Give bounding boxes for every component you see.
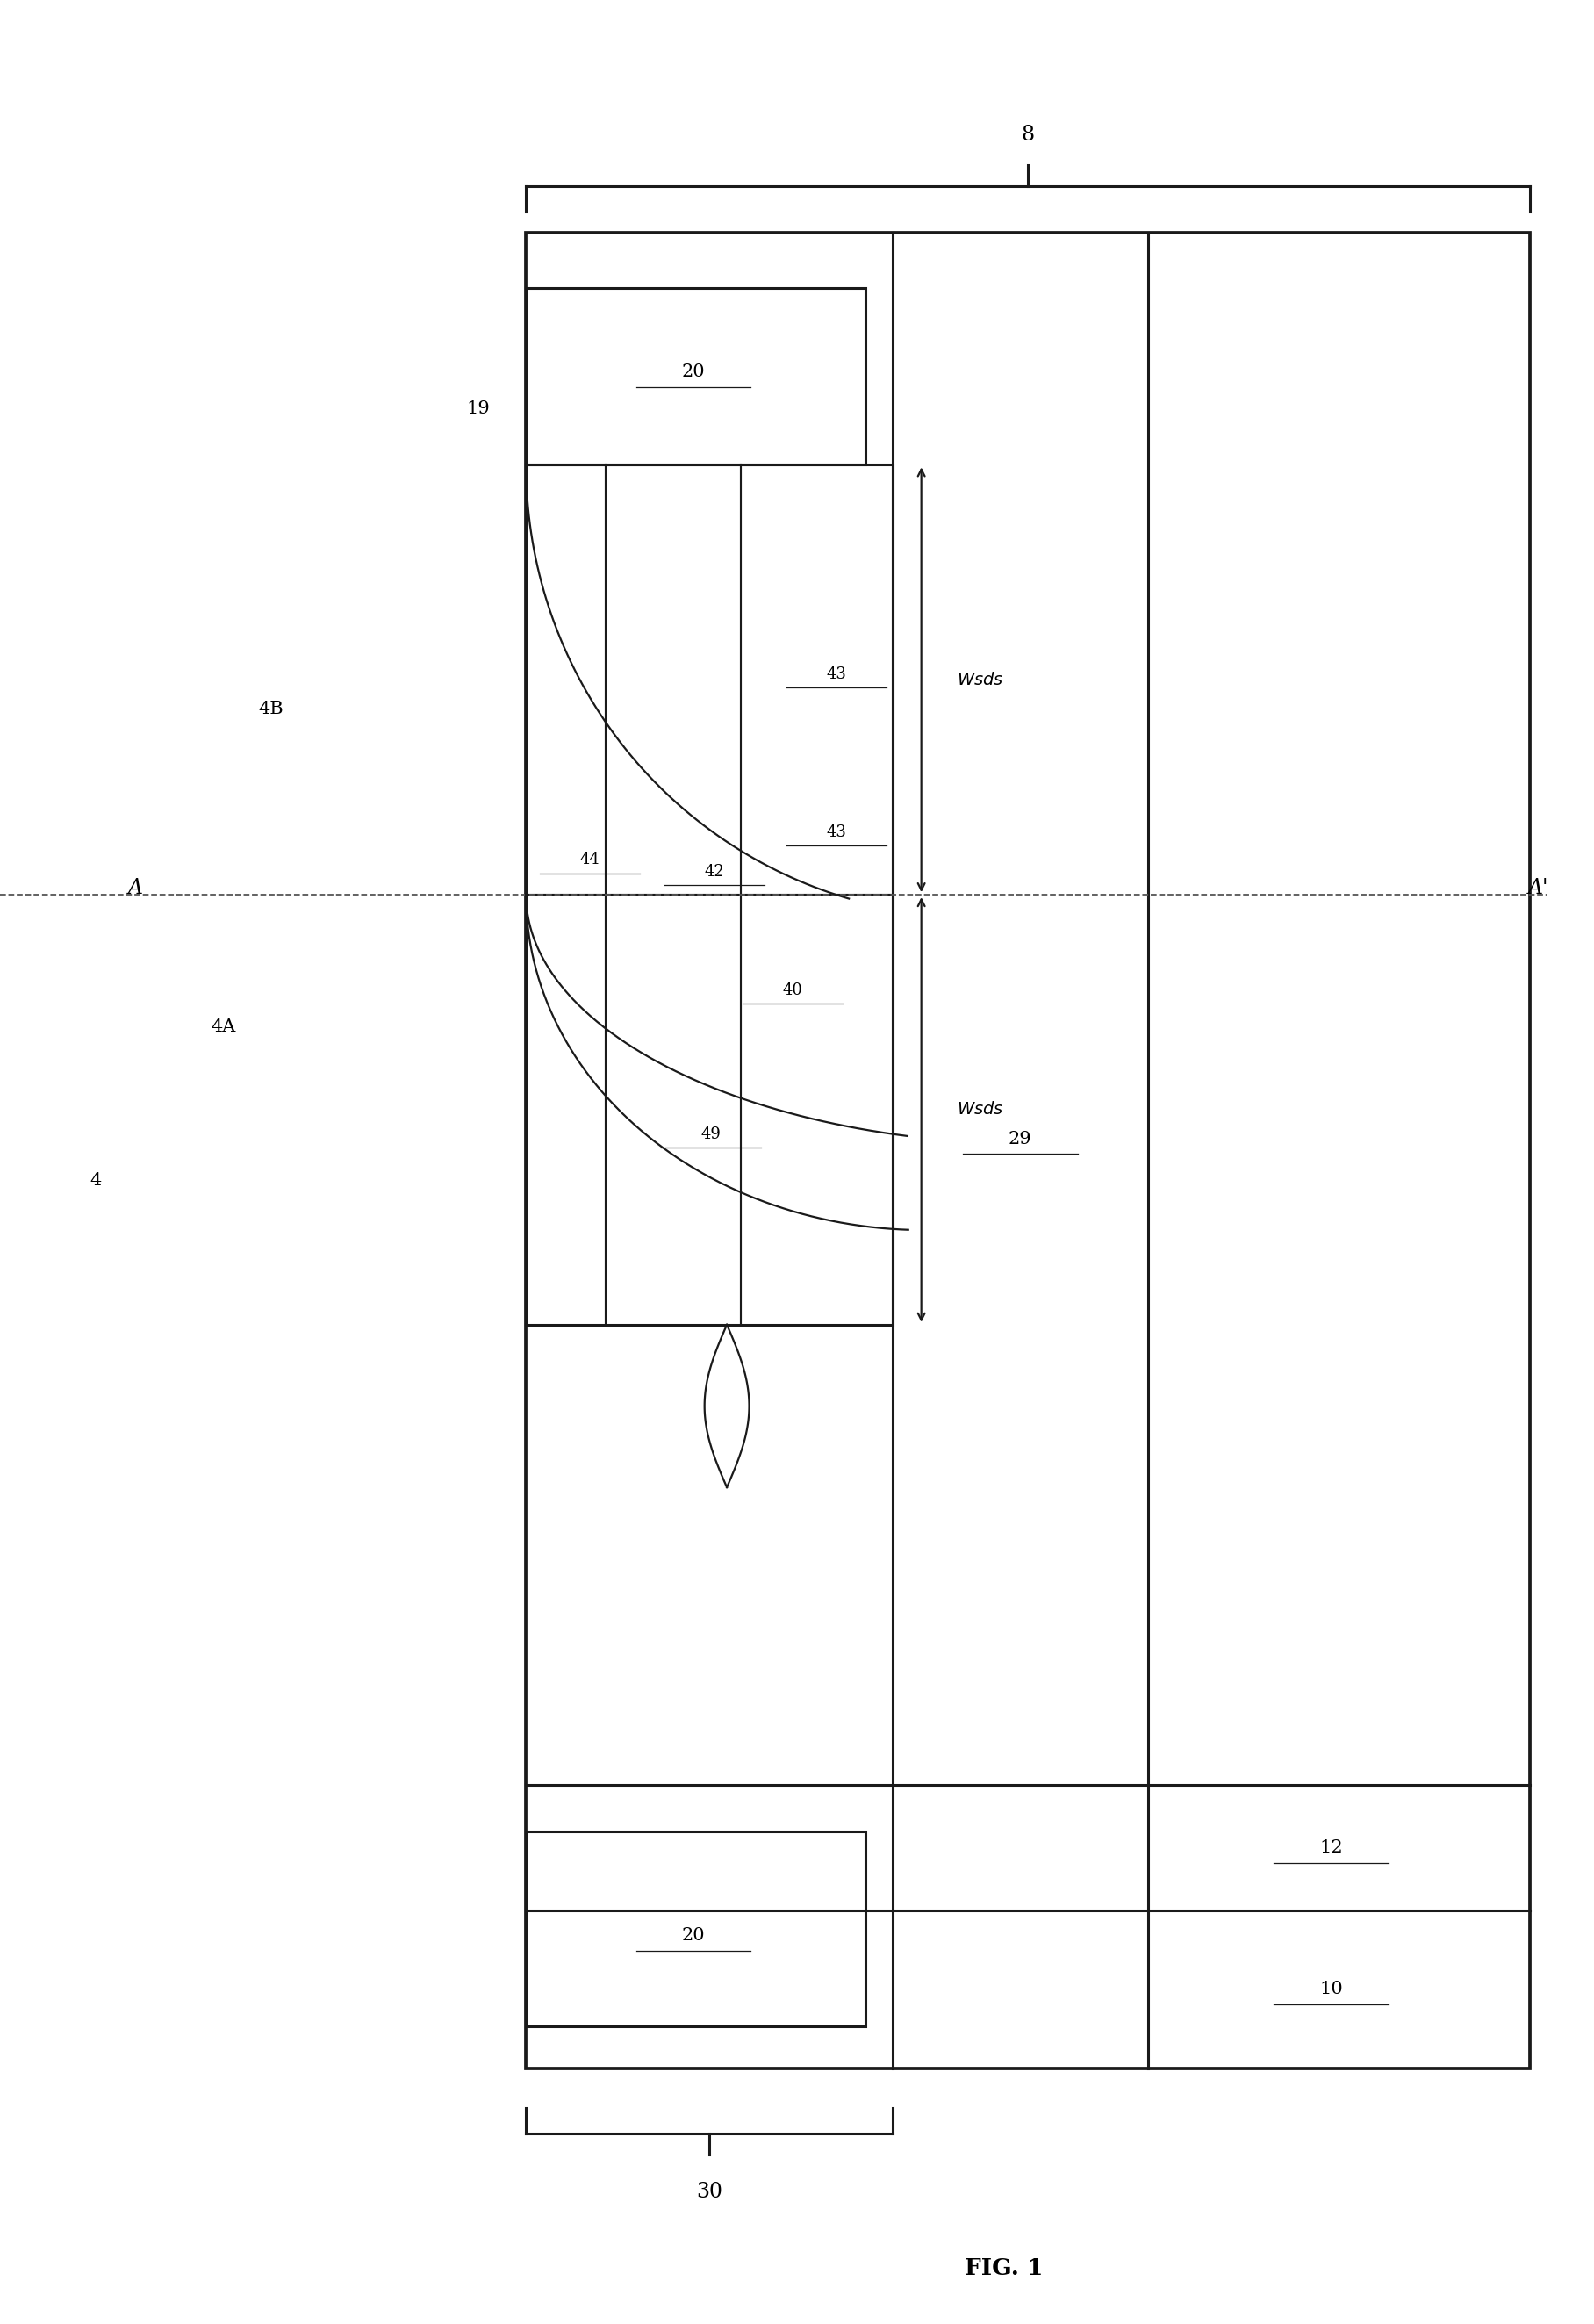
Text: 43: 43: [827, 825, 846, 839]
Text: 4A: 4A: [210, 1018, 236, 1037]
Bar: [526, 288, 866, 465]
Text: A': A': [1529, 878, 1548, 897]
Text: $Wsds$: $Wsds$: [956, 672, 1003, 688]
Text: 40: 40: [783, 983, 802, 997]
Text: 19: 19: [467, 400, 489, 418]
Bar: [526, 465, 893, 1325]
Text: A: A: [128, 878, 143, 897]
Text: 20: 20: [682, 363, 705, 381]
Text: 49: 49: [701, 1127, 720, 1141]
Text: 12: 12: [1320, 1838, 1342, 1857]
Text: 30: 30: [697, 2182, 722, 2201]
Text: 10: 10: [1320, 1980, 1342, 1999]
Bar: [526, 232, 1530, 2068]
Text: 8: 8: [1022, 125, 1035, 144]
Text: 20: 20: [682, 1927, 705, 1945]
Text: 4B: 4B: [258, 700, 284, 718]
Text: 43: 43: [827, 667, 846, 681]
Text: 29: 29: [1009, 1129, 1031, 1148]
Text: FIG. 1: FIG. 1: [964, 2257, 1044, 2280]
Text: $Wsds$: $Wsds$: [956, 1102, 1003, 1118]
Text: 42: 42: [705, 865, 724, 878]
Text: 4: 4: [89, 1171, 102, 1190]
Bar: [526, 1831, 866, 2027]
Text: 44: 44: [580, 853, 599, 867]
